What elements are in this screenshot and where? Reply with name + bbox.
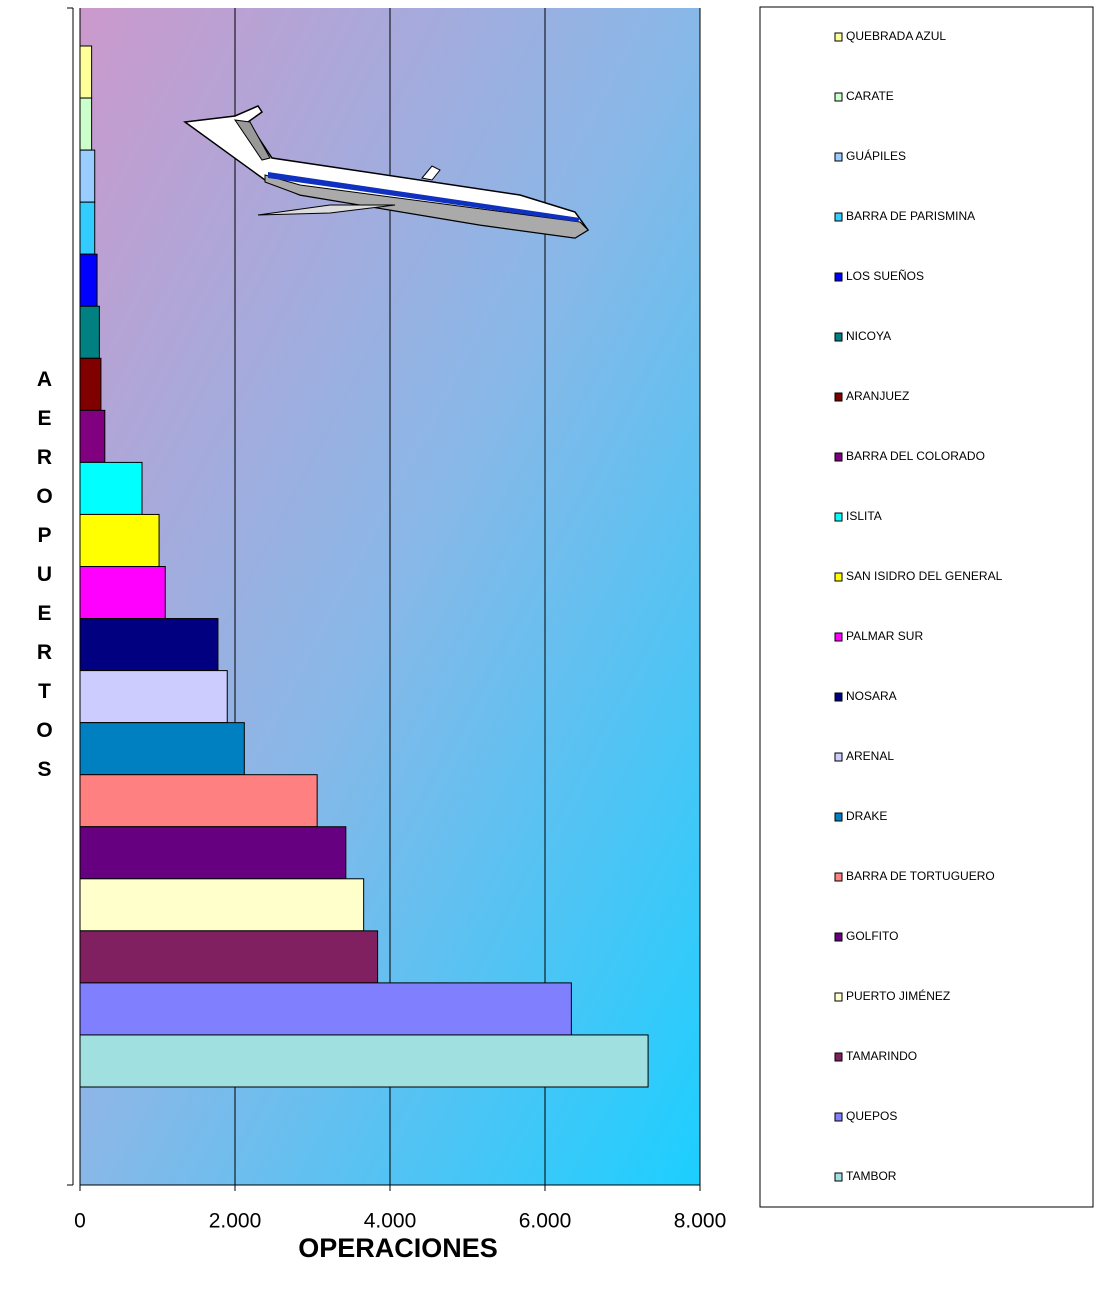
bar <box>79 670 228 724</box>
bar <box>79 930 379 984</box>
bar <box>79 409 106 463</box>
legend-label: ARANJUEZ <box>846 389 909 403</box>
airplane <box>183 105 590 239</box>
legend-label: QUEBRADA AZUL <box>846 29 946 43</box>
legend-swatch <box>834 752 843 762</box>
bar <box>79 566 166 620</box>
legend-label: BARRA DE TORTUGUERO <box>846 869 995 883</box>
legend-swatch <box>834 812 843 822</box>
legend-label: LOS SUEÑOS <box>846 269 924 283</box>
legend-swatch <box>834 872 843 882</box>
bar <box>79 618 219 672</box>
legend-label: ARENAL <box>846 749 894 763</box>
legend-label: TAMARINDO <box>846 1049 917 1063</box>
legend-label: BARRA DEL COLORADO <box>846 449 985 463</box>
legend-swatch <box>834 1112 843 1122</box>
legend-label: GOLFITO <box>846 929 898 943</box>
bar <box>79 461 143 515</box>
bar <box>79 878 365 932</box>
legend-label: PUERTO JIMÉNEZ <box>846 988 950 1003</box>
bar <box>79 97 93 151</box>
legend-label: ISLITA <box>846 509 882 523</box>
x-tick-label: 4.000 <box>364 1210 417 1233</box>
legend-swatch <box>834 632 843 642</box>
legend-swatch <box>834 992 843 1002</box>
legend-label: BARRA DE PARISMINA <box>846 209 975 223</box>
legend-label: GUÁPILES <box>846 148 906 163</box>
legend-swatch <box>834 512 843 522</box>
bar <box>79 45 93 99</box>
legend-label: CARATE <box>846 89 894 103</box>
legend-label: SAN ISIDRO DEL GENERAL <box>846 569 1003 583</box>
bar <box>79 826 347 880</box>
x-tick-label: 0 <box>74 1210 86 1233</box>
bar <box>79 305 100 359</box>
bar <box>79 774 318 828</box>
legend-swatch <box>834 452 843 462</box>
bar <box>79 982 572 1036</box>
bar <box>79 357 102 411</box>
bar <box>79 722 245 776</box>
legend-label: TAMBOR <box>846 1169 897 1183</box>
bar <box>79 1034 649 1088</box>
legend-swatch <box>834 932 843 942</box>
bar <box>79 253 98 307</box>
legend-label: PALMAR SUR <box>846 629 923 643</box>
x-tick-label: 6.000 <box>519 1210 572 1233</box>
legend <box>759 6 1094 1208</box>
legend-swatch <box>834 692 843 702</box>
legend-swatch <box>834 1052 843 1062</box>
bar <box>79 201 96 255</box>
x-tick-label: 8.000 <box>674 1210 727 1233</box>
legend-swatch <box>834 392 843 402</box>
bar <box>79 149 96 203</box>
x-tick-label: 2.000 <box>209 1210 262 1233</box>
legend-label: NICOYA <box>846 329 891 343</box>
legend-label: NOSARA <box>846 689 897 703</box>
legend-swatch <box>834 272 843 282</box>
bar <box>79 513 160 568</box>
legend-swatch <box>834 1172 843 1182</box>
legend-swatch <box>834 92 843 102</box>
legend-swatch <box>834 212 843 222</box>
legend-swatch <box>834 32 843 42</box>
legend-label: DRAKE <box>846 809 887 823</box>
legend-swatch <box>834 572 843 582</box>
x-axis-title: OPERACIONES <box>298 1233 498 1263</box>
legend-label: QUEPOS <box>846 1109 897 1123</box>
y-axis-title: AEROPUERTOS <box>33 368 56 797</box>
legend-swatch <box>834 332 843 342</box>
legend-swatch <box>834 152 843 162</box>
